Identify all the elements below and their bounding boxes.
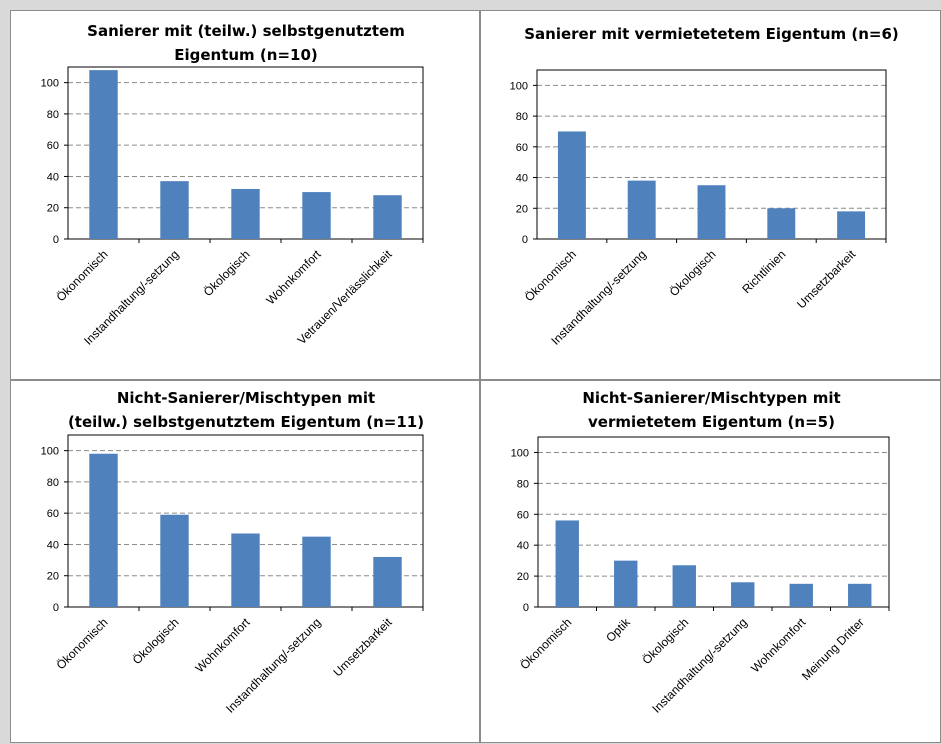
y-tick-label: 100 [510, 80, 528, 92]
x-tick-label: Umsetzbarkeit [330, 615, 395, 680]
chart-title: vermietetem Eigentum (n=5) [588, 413, 835, 431]
y-tick-label: 80 [47, 477, 59, 489]
x-tick-label: Ökonomisch [54, 615, 111, 672]
bar [302, 536, 331, 607]
y-tick-label: 60 [517, 509, 529, 521]
x-tick-label: Ökologisch [201, 247, 253, 299]
x-tick-label: Ökonomisch [517, 615, 574, 672]
y-tick-label: 60 [516, 142, 528, 154]
bar [614, 560, 638, 607]
x-tick-label: Umsetzbarkeit [794, 247, 859, 312]
chart-title: Nicht-Sanierer/Mischtypen mit [582, 389, 840, 407]
chart-svg-1: Sanierer mit (teilw.) selbstgenutztem Eig… [41, 22, 424, 348]
y-tick-label: 0 [53, 234, 59, 246]
bar [160, 514, 189, 607]
x-tick-label: Wohnkomfort [192, 615, 253, 676]
y-tick-label: 40 [47, 171, 59, 183]
x-tick-label: Wohnkomfort [263, 247, 324, 308]
bar [160, 181, 189, 239]
bar [231, 188, 260, 239]
chart-panel-3: Nicht-Sanierer/Mischtypen mit (teilw.) se… [10, 380, 480, 743]
y-tick-label: 20 [47, 203, 59, 215]
y-tick-label: 0 [53, 602, 59, 614]
y-tick-label: 60 [47, 140, 59, 152]
x-tick-label: Ökonomisch [522, 247, 579, 304]
bar [373, 195, 402, 239]
y-tick-label: 100 [41, 78, 59, 90]
y-tick-label: 0 [523, 602, 529, 614]
bar [789, 583, 813, 607]
bar [672, 565, 696, 607]
bar [555, 520, 579, 607]
bar [302, 192, 331, 239]
chart-svg-3: Nicht-Sanierer/Mischtypen mit (teilw.) se… [41, 389, 424, 716]
y-tick-label: 40 [516, 173, 528, 185]
bar [837, 211, 866, 239]
y-tick-label: 80 [517, 478, 529, 490]
chart-panel-2: Sanierer mit vermietetetem Eigentum (n=6… [480, 10, 941, 380]
chart-title: Eigentum (n=10) [174, 46, 318, 64]
y-tick-label: 60 [47, 508, 59, 520]
chart-title: (teilw.) selbstgenutztem Eigentum (n=11) [68, 413, 424, 431]
bar [767, 208, 796, 239]
x-tick-label: Richtlinien [739, 247, 788, 296]
y-tick-label: 100 [511, 447, 529, 459]
y-tick-label: 80 [47, 109, 59, 121]
bar [697, 185, 726, 239]
y-tick-label: 20 [47, 571, 59, 583]
x-tick-label: Ökonomisch [54, 247, 111, 304]
x-tick-label: Ökologisch [667, 247, 719, 299]
bar [373, 556, 402, 607]
chart-svg-4: Nicht-Sanierer/Mischtypen mit vermietetem… [511, 389, 890, 716]
chart-title: Sanierer mit (teilw.) selbstgenutztem [87, 22, 405, 40]
y-tick-label: 100 [41, 446, 59, 458]
x-tick-label: Ökologisch [130, 615, 182, 667]
bar [89, 453, 118, 607]
chart-panel-1: Sanierer mit (teilw.) selbstgenutztem Eig… [10, 10, 480, 380]
chart-svg-2: Sanierer mit vermietetetem Eigentum (n=6… [510, 25, 899, 348]
bar [848, 583, 872, 607]
y-tick-label: 80 [516, 111, 528, 123]
y-tick-label: 20 [517, 571, 529, 583]
bar [557, 131, 586, 239]
y-tick-label: 40 [517, 540, 529, 552]
bar [231, 533, 260, 607]
x-tick-label: Instandhaltung/-setzung [649, 615, 749, 715]
bar [89, 70, 118, 239]
chart-title: Nicht-Sanierer/Mischtypen mit [117, 389, 375, 407]
bar [627, 180, 656, 239]
chart-title: Sanierer mit vermietetetem Eigentum (n=6… [524, 25, 899, 43]
x-tick-label: Meinung Dritter [799, 615, 867, 683]
bar [731, 582, 755, 607]
y-tick-label: 0 [522, 234, 528, 246]
y-tick-label: 40 [47, 539, 59, 551]
x-tick-label: Wohnkomfort [748, 615, 809, 676]
x-tick-label: Optik [603, 615, 633, 645]
x-tick-label: Ökologisch [639, 615, 691, 667]
chart-panel-4: Nicht-Sanierer/Mischtypen mit vermietetem… [480, 380, 941, 743]
y-tick-label: 20 [516, 203, 528, 215]
plot-area [537, 436, 890, 608]
